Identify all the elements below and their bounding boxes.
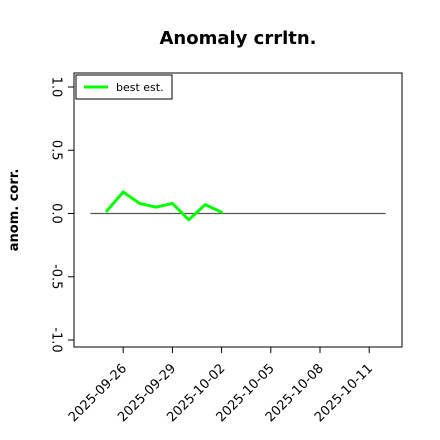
legend-label: best est. <box>116 81 164 94</box>
chart-title: Anomaly crrltn. <box>159 28 316 49</box>
y-axis-label: anom. corr. <box>7 169 22 252</box>
y-tick-label: -1.0 <box>48 327 63 352</box>
plot-frame <box>73 72 403 348</box>
plot-area: -1.0-0.50.00.51.02025-09-262025-09-29202… <box>48 72 403 425</box>
y-tick-label: 1.0 <box>48 77 63 98</box>
series-line-best-est <box>105 190 224 222</box>
y-tick-label: 0.0 <box>48 203 63 224</box>
y-tick-label: 0.5 <box>48 140 63 161</box>
y-tick-label: -0.5 <box>48 264 63 289</box>
